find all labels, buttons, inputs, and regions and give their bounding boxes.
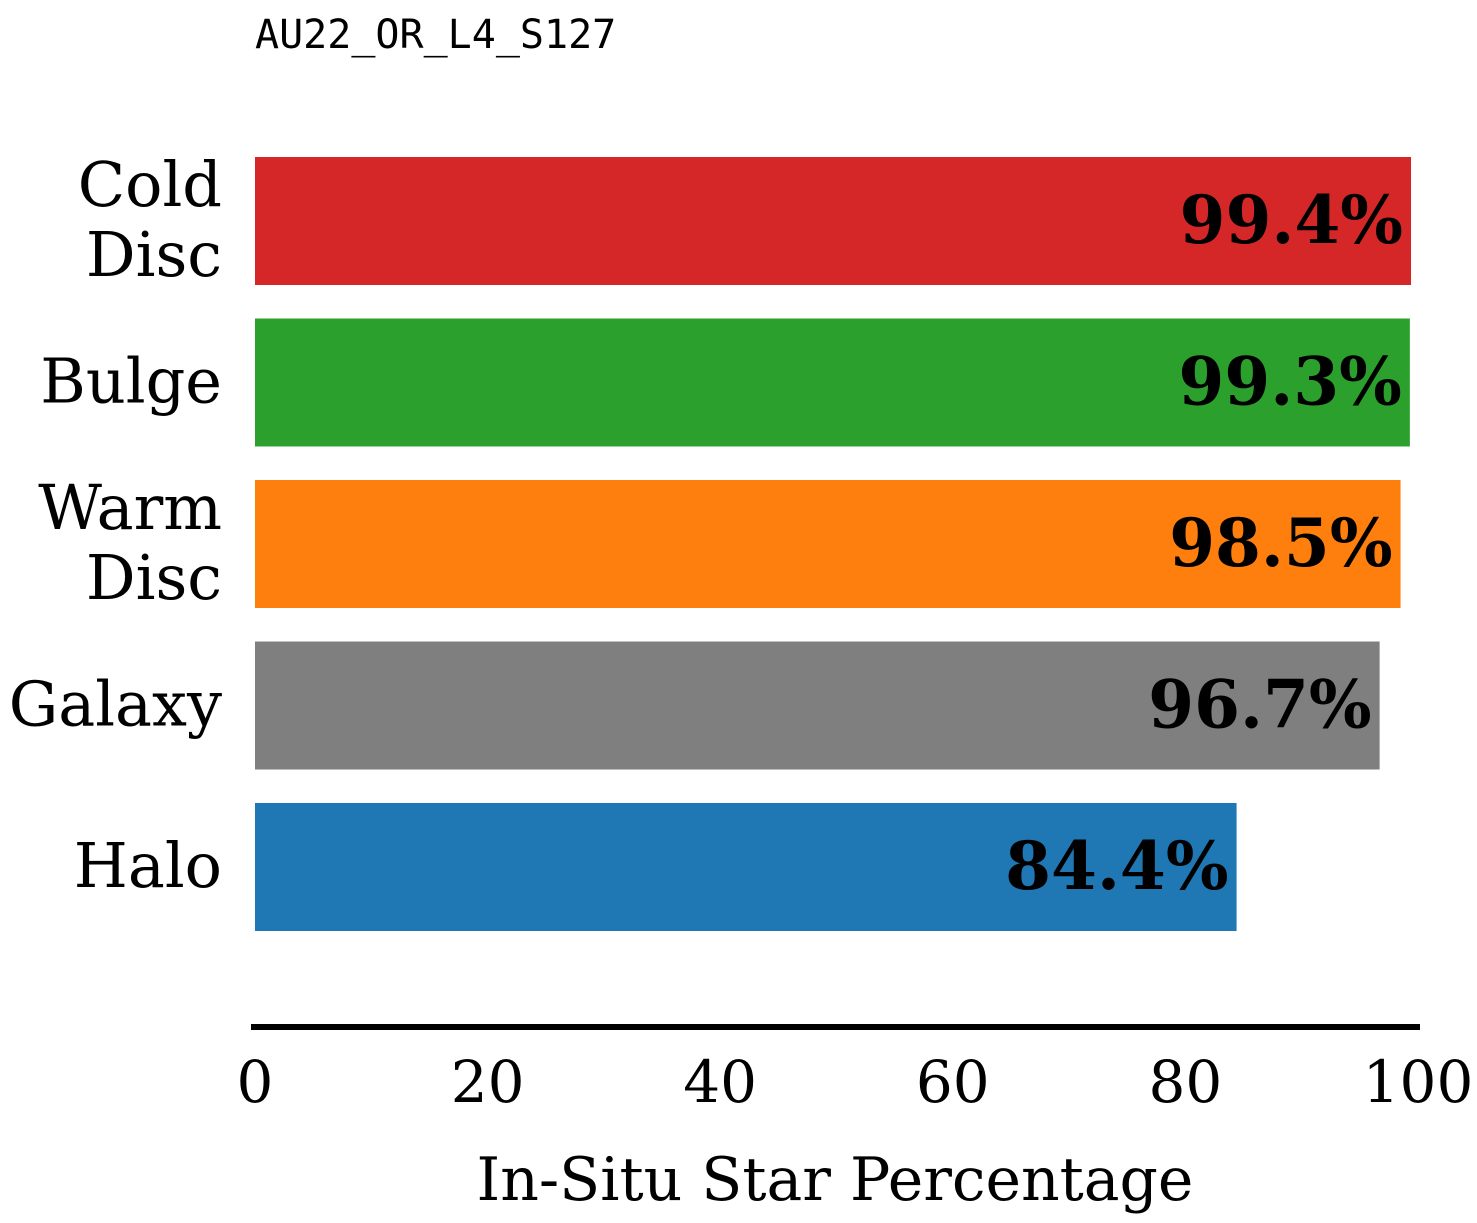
category-label-line: Disc bbox=[86, 218, 222, 291]
bar-bulge bbox=[255, 318, 1410, 447]
x-tick-label: 20 bbox=[451, 1048, 525, 1116]
chart-title: AU22_OR_L4_S127 bbox=[255, 12, 616, 58]
bar-halo bbox=[255, 803, 1237, 931]
bar-cold-disc bbox=[255, 157, 1412, 285]
category-label-line: Bulge bbox=[40, 345, 222, 418]
category-label-line: Disc bbox=[86, 541, 222, 614]
category-label: Cold Disc bbox=[78, 148, 222, 291]
bar-value-label: 84.4% bbox=[1005, 827, 1228, 905]
category-label-line: Halo bbox=[74, 829, 222, 902]
bar-galaxy bbox=[255, 641, 1380, 770]
category-label-line: Warm bbox=[38, 471, 222, 544]
x-tick-label: 80 bbox=[1148, 1048, 1222, 1116]
category-label-line: Galaxy bbox=[9, 668, 222, 741]
bar-value-label: 96.7% bbox=[1148, 666, 1371, 744]
x-tick-label: 60 bbox=[916, 1048, 990, 1116]
x-axis: 0 20 40 60 80 100 bbox=[237, 1024, 1474, 1116]
x-tick-label: 40 bbox=[683, 1048, 757, 1116]
category-label: Halo bbox=[74, 829, 222, 902]
x-tick-label: 0 bbox=[237, 1048, 274, 1116]
x-axis-label: In-Situ Star Percentage bbox=[477, 1145, 1194, 1215]
category-label: Galaxy bbox=[9, 668, 222, 741]
x-tick-label: 100 bbox=[1363, 1048, 1474, 1116]
bar-value-label: 99.4% bbox=[1180, 181, 1403, 259]
bar-value-label: 99.3% bbox=[1178, 343, 1401, 421]
bar-warm-disc bbox=[255, 480, 1401, 608]
category-label: Warm Disc bbox=[38, 471, 222, 614]
bar-value-label: 98.5% bbox=[1169, 504, 1392, 582]
category-label: Bulge bbox=[40, 345, 222, 418]
category-label-line: Cold bbox=[78, 148, 222, 221]
